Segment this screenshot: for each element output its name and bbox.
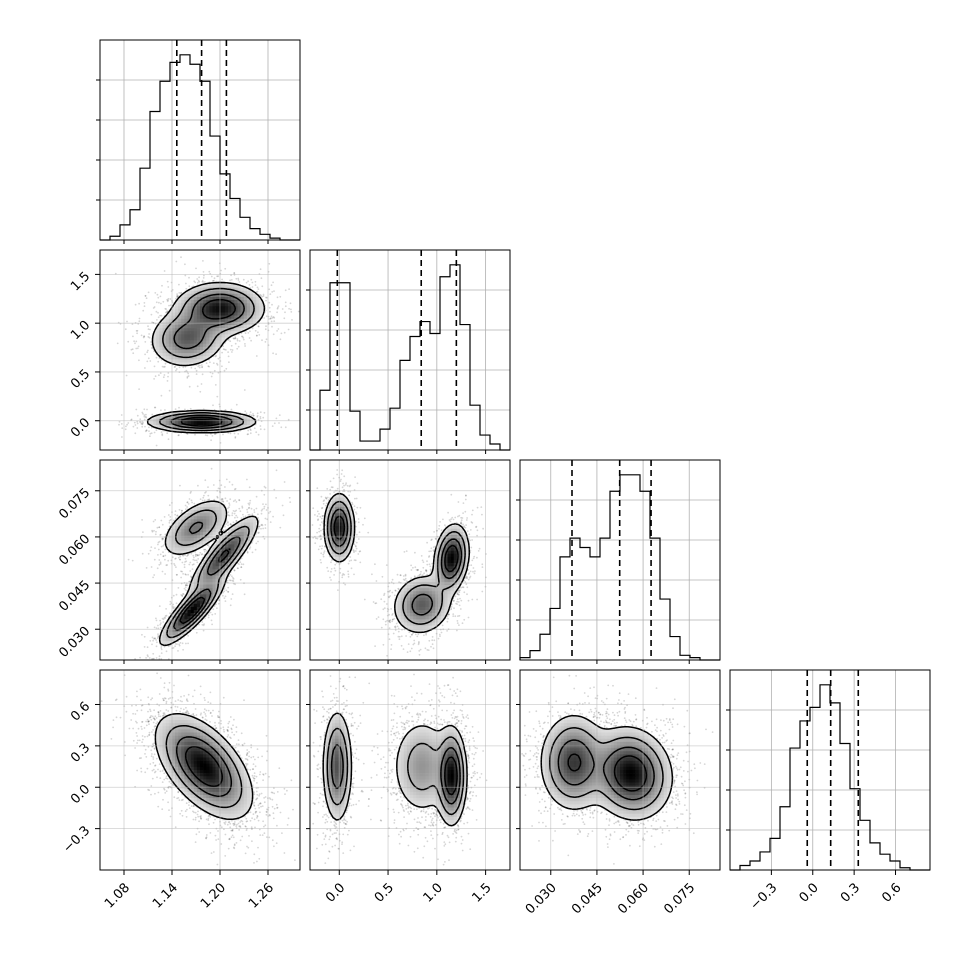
panel-frame	[99, 249, 301, 451]
contour-level-1	[549, 727, 664, 811]
y-tick-label: 1.5	[68, 269, 93, 294]
contour-level-3	[333, 515, 459, 573]
scatter-panel-2-0	[99, 459, 301, 661]
panel-frame	[99, 459, 301, 661]
contour-level-3	[180, 298, 237, 427]
scatter-panel-3-1	[309, 669, 511, 871]
contours	[146, 281, 266, 434]
x-tick-label: 1.14	[150, 880, 181, 911]
x-tick-label: 1.0	[421, 880, 446, 905]
hist-panel-0	[96, 39, 301, 241]
hist-panel-2	[516, 459, 721, 661]
x-tick-label: 0.030	[523, 880, 560, 917]
panel-frame	[309, 249, 511, 451]
panel-frame	[99, 39, 301, 241]
contour-level-0	[158, 500, 259, 647]
contour-level-0	[540, 714, 674, 821]
x-tick-label: 0.6	[879, 880, 904, 905]
contour-level-3	[444, 756, 458, 796]
contour-level-1	[326, 500, 466, 625]
histogram-1	[310, 264, 510, 451]
y-tick-label: 0.060	[56, 532, 93, 569]
x-tick-label: 1.26	[246, 880, 277, 911]
hist-panel-1	[306, 249, 511, 451]
scatter-panel-3-2	[519, 669, 721, 871]
x-tick-label: 0.0	[323, 880, 348, 905]
scatter-panel-2-1	[309, 459, 511, 661]
panel-frame	[309, 669, 511, 871]
y-tick-label: −0.3	[60, 823, 93, 856]
panel-frame	[309, 459, 511, 661]
y-tick-label: 0.045	[56, 578, 93, 615]
scatter-panel-1-0	[99, 249, 301, 451]
y-tick-label: 0.6	[68, 699, 93, 724]
contour-level-1	[165, 724, 243, 809]
y-tick-label: 1.0	[68, 318, 93, 343]
contour-level-2	[557, 739, 655, 801]
y-tick-label: 0.075	[56, 485, 93, 522]
contour-level-1	[159, 287, 255, 432]
x-tick-label: 0.045	[569, 880, 606, 917]
x-tick-label: 1.08	[102, 880, 133, 911]
contour-level-3	[567, 753, 648, 792]
y-tick-label: 0.0	[68, 415, 93, 440]
contour-level-3	[184, 745, 224, 788]
x-tick-label: 1.5	[469, 880, 494, 905]
contour-level-0	[322, 712, 468, 827]
contours	[540, 714, 674, 821]
x-tick-label: 0.5	[372, 880, 397, 905]
histogram-2	[519, 474, 720, 661]
contour-level-2	[170, 293, 245, 429]
y-tick-label: 0.3	[68, 741, 93, 766]
x-tick-label: 0.0	[797, 880, 822, 905]
contour-level-0	[146, 281, 266, 434]
contour-level-1	[166, 509, 250, 639]
x-tick-label: 1.20	[198, 880, 229, 911]
scatter-panel-3-0	[99, 669, 301, 871]
contour-level-2	[330, 508, 463, 616]
contours	[154, 712, 254, 821]
panel-frame	[519, 459, 721, 661]
x-tick-label: 0.075	[661, 880, 698, 917]
hist-panel-3	[726, 669, 931, 871]
panel-frame	[729, 669, 931, 871]
y-tick-label: 0.0	[68, 782, 93, 807]
y-tick-label: 0.030	[56, 624, 93, 661]
panel-frame	[99, 669, 301, 871]
contours	[323, 492, 471, 634]
x-tick-label: −0.3	[747, 880, 780, 913]
x-tick-label: 0.060	[615, 880, 652, 917]
x-tick-label: 0.3	[838, 880, 863, 905]
histogram-0	[100, 54, 300, 241]
y-tick-label: 0.5	[68, 367, 93, 392]
panel-frame	[519, 669, 721, 871]
contour-level-0	[154, 712, 254, 821]
contour-level-2	[173, 521, 241, 631]
